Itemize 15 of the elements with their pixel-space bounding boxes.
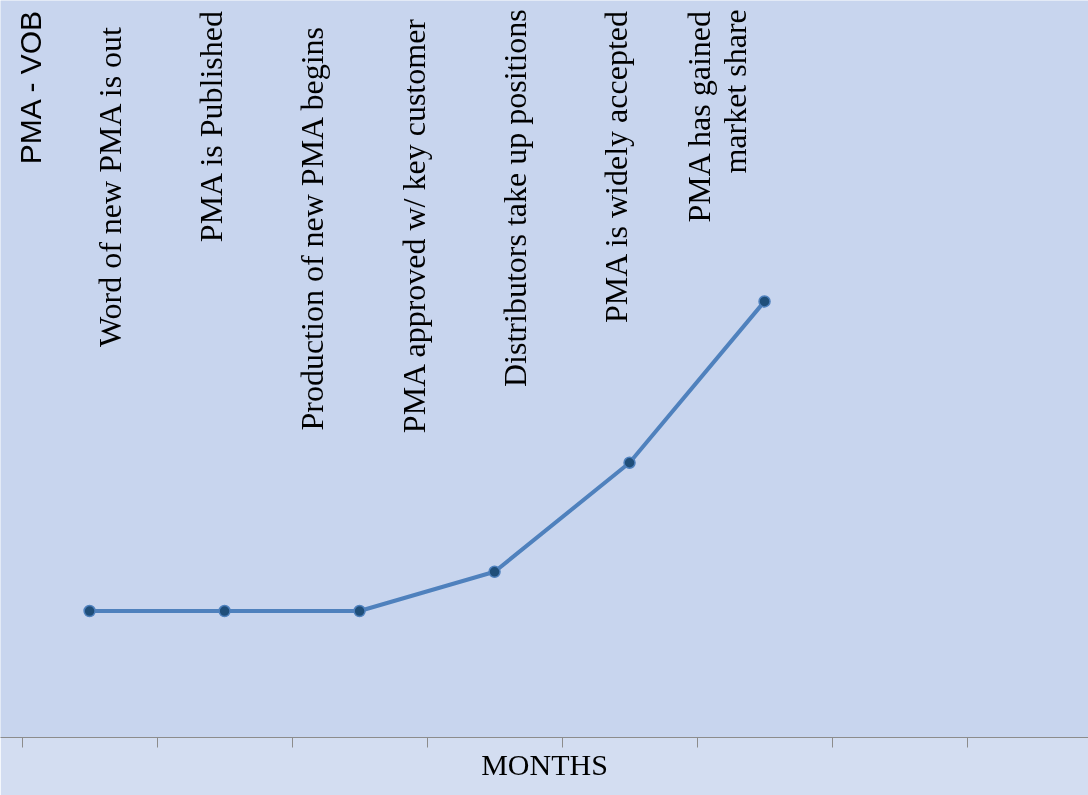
annotation: Production of new PMA begins — [294, 26, 331, 431]
point — [218, 604, 231, 618]
point — [758, 295, 771, 308]
text: PMA has gained market share — [681, 9, 754, 223]
point — [488, 565, 501, 579]
annotation: PMA approved w/ key customer — [395, 18, 432, 434]
text: PMA is Published — [193, 10, 230, 243]
annotation: Word of new PMA is out — [91, 26, 128, 348]
y-axis-title: PMA - VOB — [13, 10, 47, 165]
point — [623, 456, 636, 469]
x-axis-title: MONTHS — [481, 747, 608, 781]
point — [353, 604, 366, 618]
annotation: PMA is widely accepted — [598, 10, 635, 323]
annotation: Distributors take up positions — [496, 9, 533, 387]
point — [83, 604, 96, 618]
